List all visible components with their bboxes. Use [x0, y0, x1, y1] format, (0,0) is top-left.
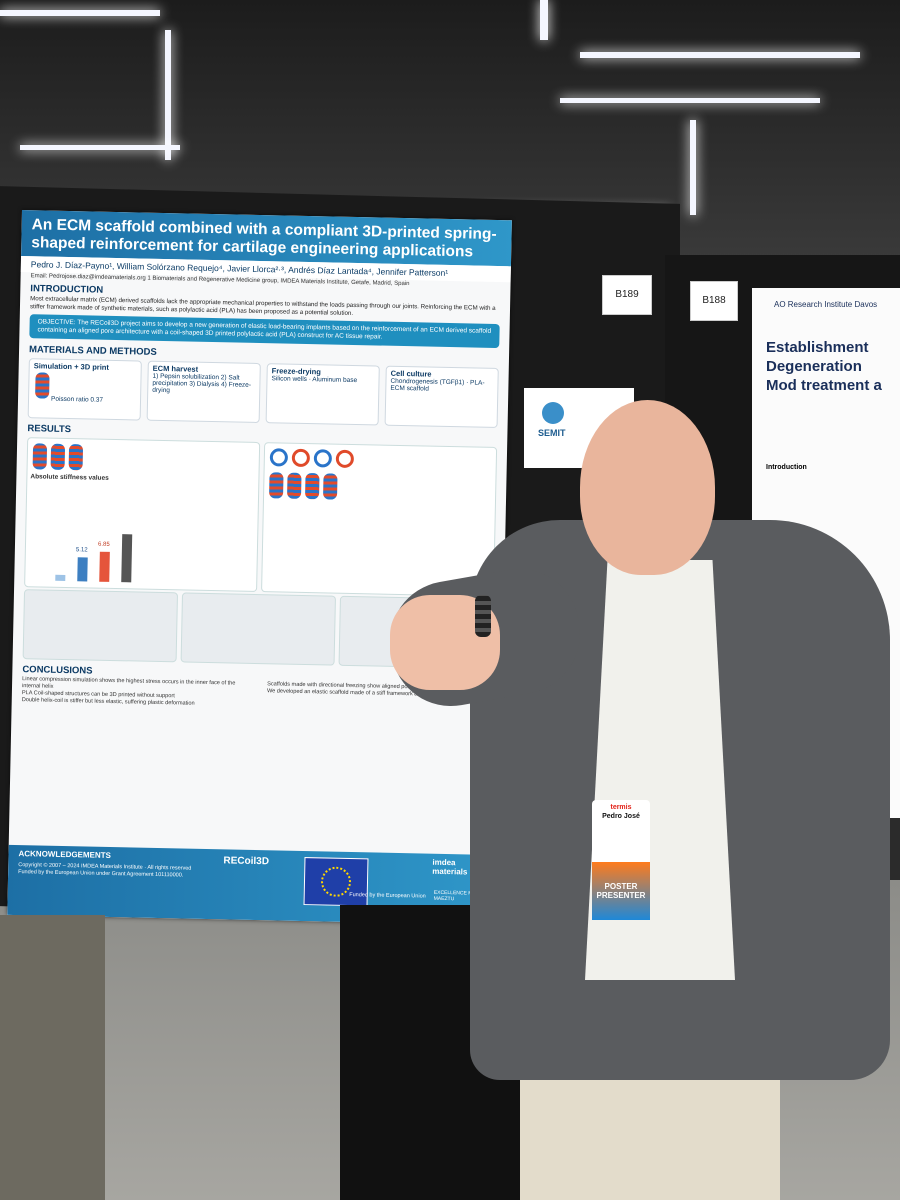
badge-ribbon: POSTER PRESENTER [592, 862, 650, 920]
stiffness-label: Absolute stiffness values [30, 473, 109, 482]
helix-icon [50, 443, 66, 470]
method-box: Simulation + 3D print Poisson ratio 0.37 [27, 358, 142, 421]
ceiling-light [560, 98, 820, 103]
stiffness-bar [99, 551, 110, 582]
microscopy-image [180, 592, 336, 666]
ceiling-light [165, 30, 171, 160]
helix-icon [68, 444, 84, 471]
bystander-left [0, 915, 105, 1200]
method-detail: 1) Pepsin solubilization 2) Salt precipi… [152, 372, 252, 395]
stiffness-bar [121, 534, 133, 583]
ceiling-light [580, 52, 860, 58]
scaffold-cross-section-icon [291, 448, 311, 468]
badge-name: Pedro José [602, 813, 640, 820]
neighbor-section: Introduction [766, 464, 807, 471]
stiffness-value: 6.85 [97, 541, 110, 548]
scaffold-cross-section-icon [335, 449, 355, 469]
results-figures: Absolute stiffness values 5.12 6.85 [24, 437, 498, 597]
printed-coil-sample-icon [475, 595, 491, 637]
method-label: Simulation + 3D print [33, 361, 110, 372]
helix-icon [32, 443, 48, 470]
conference-badge: termis Pedro José POSTER PRESENTER [592, 800, 650, 920]
neighbor-org: AO Research Institute Davos [774, 300, 878, 309]
helix-icon [323, 473, 338, 500]
poster-title: An ECM scaffold combined with a complian… [31, 216, 497, 261]
stiffness-bar [55, 574, 66, 581]
helix-icon [305, 472, 320, 500]
microscopy-image [22, 589, 179, 663]
stiffness-bar [77, 557, 88, 582]
ceiling-light [20, 145, 180, 150]
method-box: ECM harvest 1) Pepsin solubilization 2) S… [146, 360, 261, 424]
scaffold-views-panel [261, 442, 498, 597]
neighbor-title: Establishment Degeneration Mod treatment… [766, 339, 882, 394]
ceiling-light [0, 10, 160, 16]
simulation-panel: Absolute stiffness values 5.12 6.85 [24, 437, 261, 593]
presenter-head [580, 400, 715, 575]
helix-icon [35, 372, 50, 399]
method-detail: Chondrogenesis (TGFβ1) · PLA-ECM scaffol… [390, 377, 485, 393]
recoil3d-logo: RECoil3D [223, 855, 270, 868]
methods-row: Simulation + 3D print Poisson ratio 0.37 … [18, 356, 509, 430]
eu-flag-icon [303, 857, 369, 907]
ceiling-light [690, 120, 696, 215]
stiffness-value: 5.12 [75, 547, 88, 554]
scaffold-cross-section-icon [313, 449, 333, 468]
badge-ribbon-text: POSTER PRESENTER [596, 882, 646, 900]
semit-logo-icon [542, 402, 564, 424]
method-detail: Silicon wells · Aluminum base [271, 375, 358, 385]
method-detail: Poisson ratio 0.37 [50, 395, 104, 404]
helix-icon [287, 472, 302, 499]
helix-icon [269, 472, 284, 499]
semit-label: SEMIT [538, 428, 566, 438]
method-box: Cell culture Chondrogenesis (TGFβ1) · PLA… [384, 365, 499, 429]
board-tag: B188 [690, 281, 738, 321]
ceiling-light [540, 0, 548, 40]
scaffold-cross-section-icon [269, 448, 289, 467]
board-tag: B189 [602, 275, 652, 315]
method-box: Freeze-drying Silicon wells · Aluminum ba… [265, 363, 380, 426]
research-poster: An ECM scaffold combined with a complian… [7, 210, 512, 926]
badge-org: termis [610, 804, 632, 811]
conclusions-left: Linear compression simulation shows the … [12, 676, 258, 709]
